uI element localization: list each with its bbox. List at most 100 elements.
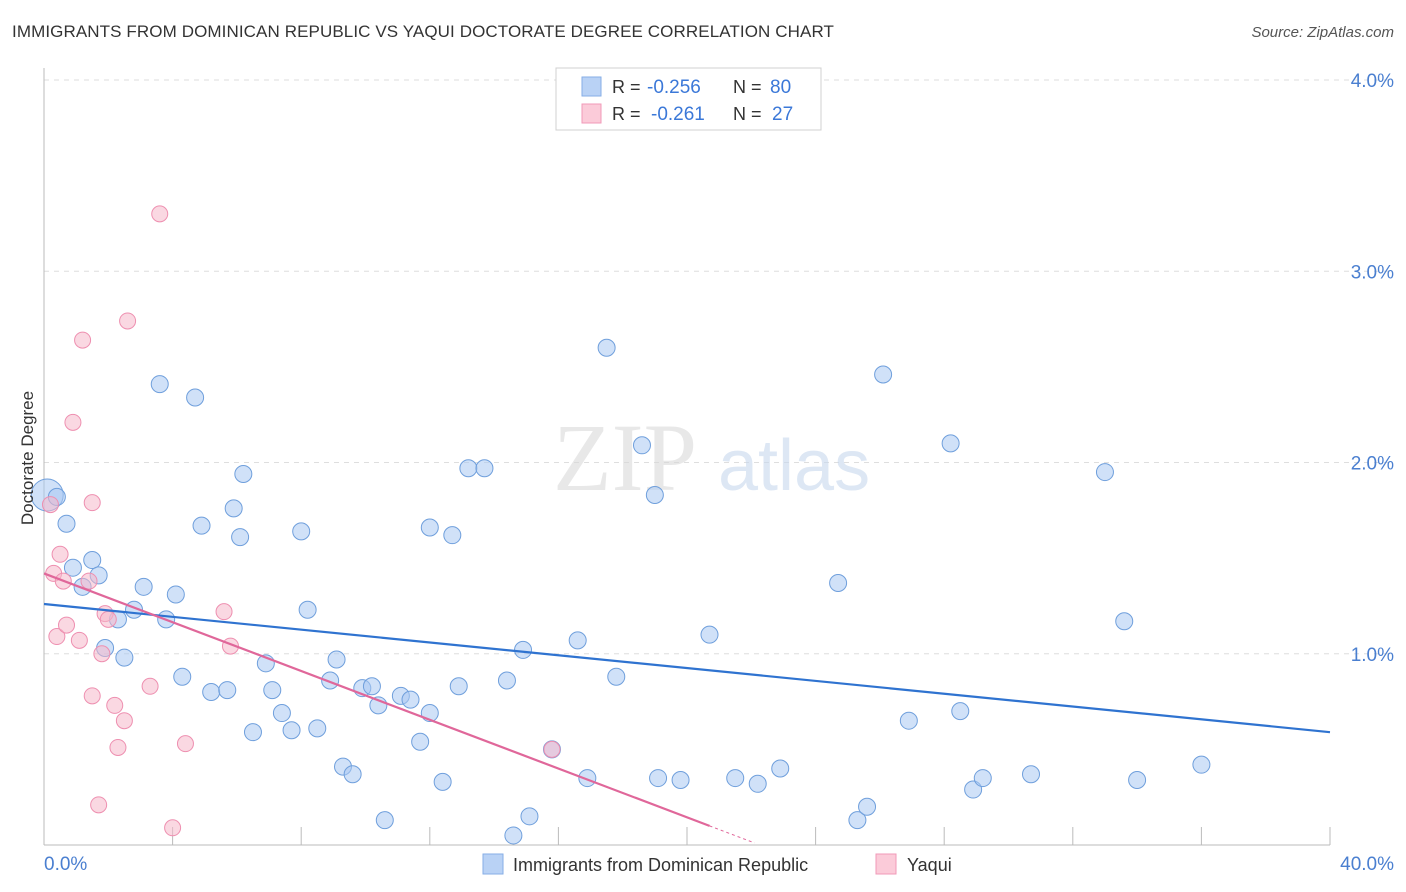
data-point-dominican [192, 516, 211, 535]
series-dominican-points [30, 338, 1211, 845]
data-point-dominican [375, 811, 394, 830]
data-point-dominican [231, 528, 250, 547]
legend-r-label-1: R = [612, 77, 641, 97]
data-point-dominican [514, 640, 533, 659]
data-point-dominican [449, 677, 468, 696]
data-point-yaqui [74, 331, 92, 349]
legend-r-label-2: R = [612, 104, 641, 124]
legend-n-label-2: N = [733, 104, 762, 124]
data-point-dominican [308, 719, 327, 738]
data-point-yaqui [164, 819, 182, 837]
data-point-dominican [632, 436, 651, 455]
data-point-dominican [951, 702, 970, 721]
series-legend-swatch-blue [482, 853, 504, 875]
data-point-yaqui [51, 545, 69, 563]
grid-lines [44, 79, 1392, 655]
data-point-dominican [202, 683, 221, 701]
y-tick-labels: 1.0% 2.0% 3.0% 4.0% [1351, 71, 1394, 666]
data-point-yaqui [115, 712, 133, 730]
data-point-dominican [899, 711, 918, 730]
legend-swatch-blue [581, 76, 602, 97]
data-point-dominican [83, 551, 102, 570]
data-point-dominican [292, 522, 311, 541]
data-point-dominican [568, 631, 587, 650]
data-point-dominican [858, 797, 877, 816]
x-tick-labels: 0.0% 40.0% [44, 854, 1394, 875]
data-point-dominican [272, 704, 291, 723]
data-point-dominican [173, 667, 192, 686]
data-point-yaqui [70, 631, 88, 649]
data-point-dominican [411, 732, 430, 751]
data-point-dominican [1192, 755, 1211, 774]
data-point-dominican [224, 499, 243, 518]
data-point-yaqui [151, 205, 169, 223]
data-point-dominican [829, 573, 848, 592]
trend-line-yaqui [43, 572, 710, 827]
data-point-yaqui [543, 740, 561, 758]
data-point-yaqui [109, 738, 127, 756]
data-point-yaqui [80, 572, 98, 590]
trend-line-yaqui-extension [709, 825, 755, 844]
data-point-dominican [700, 625, 719, 644]
y-tick-label: 2.0% [1351, 454, 1394, 475]
data-point-dominican [848, 811, 867, 830]
data-point-yaqui [64, 413, 82, 431]
data-point-dominican [362, 677, 381, 696]
data-point-dominican [57, 514, 76, 533]
data-point-yaqui [141, 677, 159, 695]
data-point-dominican [649, 769, 668, 788]
data-point-dominican [520, 807, 539, 826]
y-axis-label: Doctorate Degree [18, 391, 37, 525]
data-point-dominican [243, 723, 262, 742]
legend-r-value-1: -0.256 [647, 77, 701, 98]
data-point-dominican [282, 721, 301, 740]
trend-lines [43, 572, 1331, 844]
data-point-dominican [186, 388, 205, 407]
data-point-yaqui [93, 645, 111, 663]
data-point-dominican [1095, 463, 1114, 482]
data-point-dominican [150, 375, 169, 394]
legend-swatch-pink [581, 103, 602, 124]
data-point-dominican [433, 772, 452, 791]
series-legend-label-pink: Yaqui [907, 855, 952, 875]
data-point-dominican [645, 486, 664, 505]
series-legend-label-blue: Immigrants from Dominican Republic [513, 855, 808, 875]
data-point-dominican [504, 826, 523, 845]
stats-legend: R = -0.256 N = 80 R = -0.261 N = 27 [555, 67, 822, 131]
legend-n-label-1: N = [733, 77, 762, 97]
data-point-dominican [115, 648, 134, 667]
trend-line-dominican [43, 602, 1331, 734]
data-point-dominican [327, 650, 346, 669]
data-point-dominican [1022, 765, 1041, 784]
data-point-dominican [298, 600, 317, 619]
data-point-dominican [234, 464, 253, 483]
y-tick-label: 4.0% [1351, 71, 1394, 92]
data-point-yaqui [106, 696, 124, 714]
watermark-zip: ZIP [553, 404, 697, 511]
data-point-yaqui [99, 610, 117, 628]
data-point-yaqui [83, 494, 101, 512]
data-point-dominican [597, 338, 616, 357]
source-label: Source: ZipAtlas.com [1251, 24, 1394, 41]
data-point-dominican [134, 577, 153, 596]
data-point-dominican [343, 765, 362, 784]
data-point-dominican [941, 434, 960, 453]
data-point-yaqui [83, 687, 101, 705]
data-point-dominican [726, 769, 745, 788]
x-tick-label: 0.0% [44, 854, 87, 875]
data-point-dominican [1128, 770, 1147, 789]
data-point-dominican [874, 365, 893, 384]
data-point-yaqui [58, 616, 76, 634]
data-point-yaqui [215, 603, 233, 621]
data-point-dominican [443, 526, 462, 545]
data-point-dominican [166, 585, 185, 604]
data-point-dominican [459, 459, 478, 478]
data-point-dominican [475, 459, 494, 478]
y-tick-label: 3.0% [1351, 262, 1394, 283]
chart-title: IMMIGRANTS FROM DOMINICAN REPUBLIC VS YA… [12, 22, 834, 41]
data-point-yaqui [119, 312, 137, 330]
data-point-dominican [218, 681, 237, 700]
data-point-dominican [964, 780, 983, 799]
data-point-dominican [401, 690, 420, 709]
